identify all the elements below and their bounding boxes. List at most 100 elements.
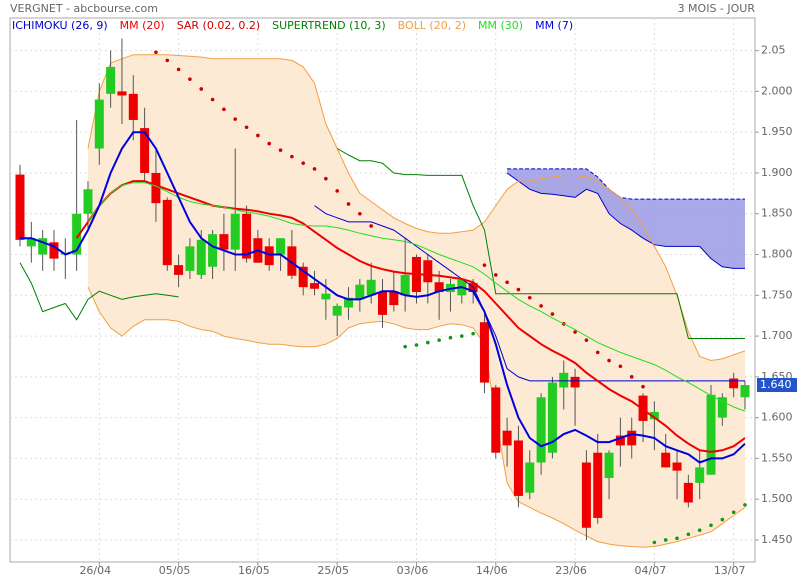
- sar-dot: [584, 338, 589, 342]
- legend-entry: BOLL (20, 2): [398, 19, 466, 32]
- moving-line: [75, 180, 746, 453]
- moving-line: [20, 131, 746, 464]
- candle-body: [106, 66, 116, 94]
- sar-dot: [346, 202, 351, 206]
- sar-dot: [641, 384, 645, 389]
- candle-body: [162, 199, 172, 266]
- chart-title: VERGNET - abcbourse.com: [10, 2, 158, 15]
- x-tick-label: 14/06: [476, 564, 508, 577]
- candle-body: [72, 213, 82, 255]
- candle-body: [706, 394, 716, 475]
- sar-dot: [652, 540, 657, 545]
- candle-body: [94, 99, 104, 149]
- sar-dot: [301, 161, 306, 165]
- candle-body: [26, 238, 36, 247]
- sar-dot: [199, 87, 204, 91]
- sar-dot: [607, 358, 611, 363]
- candle-body: [38, 238, 48, 255]
- sar-dot: [335, 189, 339, 193]
- sar-dot: [471, 331, 475, 336]
- candle-body: [423, 260, 433, 283]
- ichimoku-cloud: [507, 168, 745, 269]
- candle-body: [604, 452, 614, 478]
- candle-body: [695, 467, 705, 483]
- candle-body: [547, 382, 557, 453]
- sar-dot: [222, 107, 226, 112]
- sar-dot: [675, 536, 679, 541]
- candle-body: [717, 397, 727, 418]
- sar-dot: [595, 350, 600, 355]
- legend-entry: MM (20): [120, 19, 165, 32]
- candle-body: [49, 242, 59, 259]
- bollinger-upper: [87, 54, 746, 362]
- sar-dot: [686, 532, 691, 537]
- sar-dot: [176, 67, 181, 72]
- candle-body: [615, 435, 625, 446]
- sar-dot: [154, 50, 158, 55]
- candle-body: [332, 305, 342, 316]
- sar-dot: [256, 133, 260, 138]
- moving-line: [87, 182, 746, 412]
- candle-body: [276, 238, 286, 255]
- candle-body: [389, 291, 399, 306]
- sar-dot: [278, 148, 283, 152]
- candle-body: [434, 282, 444, 293]
- sar-dot: [618, 364, 623, 369]
- sar-dot: [493, 273, 498, 277]
- candle-body: [344, 297, 354, 308]
- candle-body: [491, 387, 501, 453]
- x-tick-label: 05/05: [159, 564, 191, 577]
- candle-body: [242, 213, 252, 259]
- candle-body: [683, 482, 693, 503]
- candle-body: [479, 322, 489, 383]
- candle-body: [321, 293, 331, 300]
- last-price-box: [757, 378, 797, 393]
- candle-body: [264, 246, 274, 266]
- candle-body: [174, 265, 184, 275]
- sar-dot: [720, 517, 725, 522]
- candle-body: [83, 189, 93, 214]
- sar-dot: [697, 528, 702, 532]
- candle-body: [672, 462, 682, 471]
- sar-dot: [233, 117, 238, 121]
- candle-body: [355, 284, 365, 300]
- sar-dot: [731, 510, 736, 515]
- x-tick-label: 26/04: [79, 564, 111, 577]
- candle-body: [117, 91, 127, 96]
- candle-body: [536, 397, 546, 463]
- candle-body: [559, 372, 569, 388]
- x-tick-label: 25/05: [317, 564, 349, 577]
- y-tick-label: 1.850: [761, 207, 793, 220]
- sar-dot: [505, 280, 509, 285]
- sar-dot: [369, 224, 373, 228]
- candle-body: [140, 128, 150, 173]
- y-tick-label: 1.450: [761, 533, 793, 546]
- candle-body: [513, 440, 523, 496]
- y-tick-label: 1.750: [761, 288, 793, 301]
- candle-body: [627, 430, 637, 446]
- x-tick-label: 13/07: [714, 564, 746, 577]
- sar-dot: [516, 287, 521, 292]
- legend-entry: MM (30): [478, 19, 523, 32]
- sar-dot: [709, 523, 713, 528]
- candle-body: [310, 283, 320, 289]
- candle-body: [649, 411, 659, 420]
- sar-dot: [210, 97, 215, 102]
- sar-dot: [629, 375, 634, 379]
- x-tick-label: 04/07: [635, 564, 667, 577]
- sar-dot: [539, 304, 543, 308]
- candle-body: [128, 93, 138, 120]
- sar-dot: [290, 154, 294, 159]
- sar-dot: [358, 211, 362, 216]
- y-tick-label: 1.900: [761, 166, 793, 179]
- cloud-lower: [506, 172, 745, 269]
- candle-body: [729, 378, 739, 389]
- sar-dot: [244, 125, 249, 130]
- candle-body: [185, 246, 195, 271]
- candle-body: [196, 239, 206, 275]
- y-tick-label: 2.05: [761, 44, 786, 57]
- sar-dot: [550, 312, 555, 316]
- y-tick-label: 1.500: [761, 492, 793, 505]
- sar-dot: [459, 334, 464, 338]
